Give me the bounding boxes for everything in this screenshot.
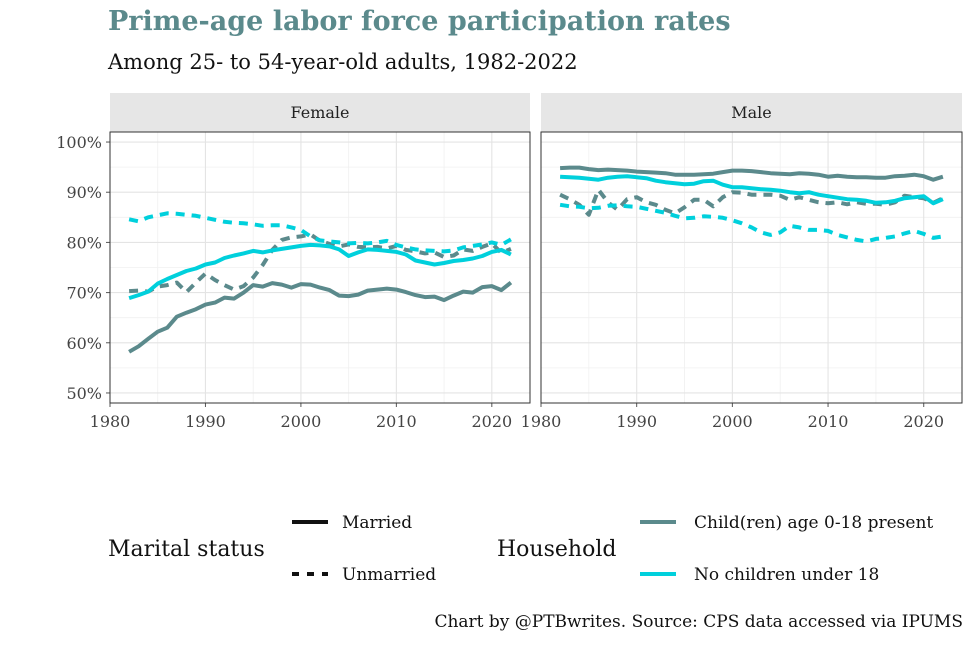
legend-title-household: Household: [497, 537, 616, 562]
x-tick-label: 2000: [281, 412, 322, 431]
strip-male: [541, 93, 962, 132]
legend: Marital status Married Unmarried Househo…: [108, 513, 933, 585]
strip-female: [110, 93, 530, 132]
y-tick-label: 80%: [66, 233, 102, 252]
series-female-married-child-ren-age-0-18-present: [128, 281, 513, 354]
x-tick-label: 1990: [616, 412, 657, 431]
series-male-married-child-ren-age-0-18-present: [559, 165, 944, 182]
series-female-unmarried-child-ren-age-0-18-present: [128, 232, 512, 295]
chart-caption: Chart by @PTBwrites. Source: CPS data ac…: [434, 612, 963, 632]
x-tick-label: 1990: [185, 412, 226, 431]
legend-label-unmarried: Unmarried: [342, 565, 436, 585]
chart-title: Prime-age labor force participation rate…: [108, 6, 731, 37]
y-tick-label: 90%: [66, 183, 102, 202]
chart-subtitle: Among 25- to 54-year-old adults, 1982-20…: [108, 50, 578, 74]
x-tick-label: 2000: [712, 412, 753, 431]
strip-label-male: Male: [731, 103, 772, 122]
x-tick-label: 1980: [521, 412, 562, 431]
series-female-unmarried-no-children-under-18: [128, 211, 512, 254]
facet-panels: Female 1980 1990 2000 2010 2020 50% 60% 70% 80% 90…: [56, 93, 963, 431]
series-male-unmarried-no-children-under-18: [559, 202, 944, 244]
panel-female: Female 1980 1990 2000 2010 2020 50% 60% 70% 80% 90…: [56, 93, 531, 431]
y-tick-label: 50%: [66, 384, 102, 403]
panel-male: Male 1980 1990 2000 2010 2020: [521, 93, 963, 431]
legend-title-marital: Marital status: [108, 537, 265, 562]
strip-label-female: Female: [291, 103, 350, 122]
x-tick-label: 1980: [90, 412, 131, 431]
legend-label-married: Married: [342, 513, 412, 533]
panel-border-female: [109, 131, 531, 404]
series-male-married-no-children-under-18: [559, 174, 944, 206]
y-tick-label: 70%: [66, 284, 102, 303]
x-tick-label: 2020: [903, 412, 944, 431]
y-tick-label: 100%: [56, 133, 102, 152]
legend-label-no-children: No children under 18: [694, 565, 879, 585]
y-tick-label: 60%: [66, 334, 102, 353]
x-tick-label: 2020: [471, 412, 512, 431]
panel-border-male: [540, 131, 963, 404]
x-tick-label: 2010: [808, 412, 849, 431]
x-tick-label: 2010: [376, 412, 417, 431]
series-female-married-no-children-under-18: [128, 242, 512, 301]
legend-label-children-present: Child(ren) age 0-18 present: [694, 513, 933, 533]
